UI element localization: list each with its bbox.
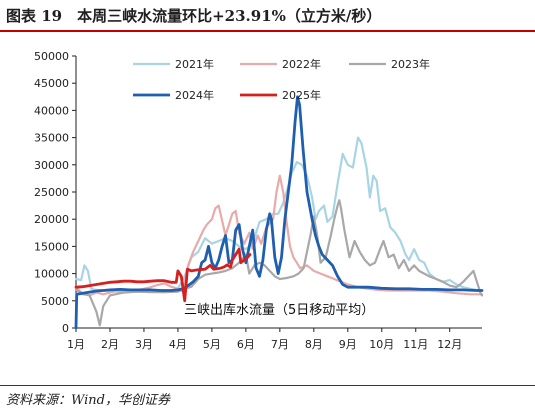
x-tick-label: 12月 [437, 338, 462, 351]
legend-item: 2024年 [133, 88, 214, 102]
legend-item: 2025年 [240, 88, 321, 102]
legend-label: 2023年 [391, 57, 430, 71]
legend-item: 2023年 [349, 57, 430, 71]
x-tick-label: 8月 [305, 338, 323, 351]
x-tick-label: 9月 [339, 338, 357, 351]
x-tick-label: 10月 [369, 338, 394, 351]
chart-axes: 0 5000 10000 15000 20000 25000 30000 35000 40000… [34, 50, 482, 351]
chart-annotation: 三峡出库水流量（5日移动平均） [184, 302, 374, 318]
title-divider [0, 30, 535, 32]
x-tick-label: 6月 [237, 338, 255, 351]
page-title: 图表 19 本周三峡水流量环比+23.91%（立方米/秒） [6, 7, 382, 25]
chart-lines [74, 95, 484, 330]
y-tick-label: 35000 [34, 132, 69, 145]
y-tick-label: 0 [62, 322, 69, 335]
series-line-2025年 [74, 247, 252, 303]
legend-label: 2021年 [175, 57, 214, 71]
y-tick-label: 50000 [34, 50, 69, 63]
line-chart: 0 5000 10000 15000 20000 25000 30000 35000 40000… [34, 50, 484, 351]
y-tick-label: 40000 [34, 104, 69, 117]
y-tick-label: 45000 [34, 77, 69, 90]
x-tick-label: 4月 [169, 338, 187, 351]
x-tick-label: 11月 [403, 338, 428, 351]
x-tick-label: 3月 [135, 338, 153, 351]
y-tick-label: 25000 [34, 186, 69, 199]
x-tick-label: 1月 [67, 338, 85, 351]
chart-legend: 2021年 2022年 2023年 2024年 2025年 [133, 57, 430, 102]
x-tick-label: 5月 [203, 338, 221, 351]
y-tick-label: 20000 [34, 213, 69, 226]
y-tick-label: 5000 [41, 295, 69, 308]
source-note: 资料来源：Wind，华创证券 [6, 393, 170, 408]
y-tick-label: 10000 [34, 268, 69, 281]
series-line-2024年 [74, 95, 484, 330]
footer-divider [0, 385, 535, 386]
x-tick-label: 7月 [271, 338, 289, 351]
legend-label: 2024年 [175, 88, 214, 102]
x-tick-label: 2月 [101, 338, 119, 351]
legend-label: 2022年 [282, 57, 321, 71]
y-tick-label: 15000 [34, 240, 69, 253]
legend-item: 2021年 [133, 57, 214, 71]
legend-item: 2022年 [240, 57, 321, 71]
legend-label: 2025年 [282, 88, 321, 102]
y-tick-label: 30000 [34, 159, 69, 172]
